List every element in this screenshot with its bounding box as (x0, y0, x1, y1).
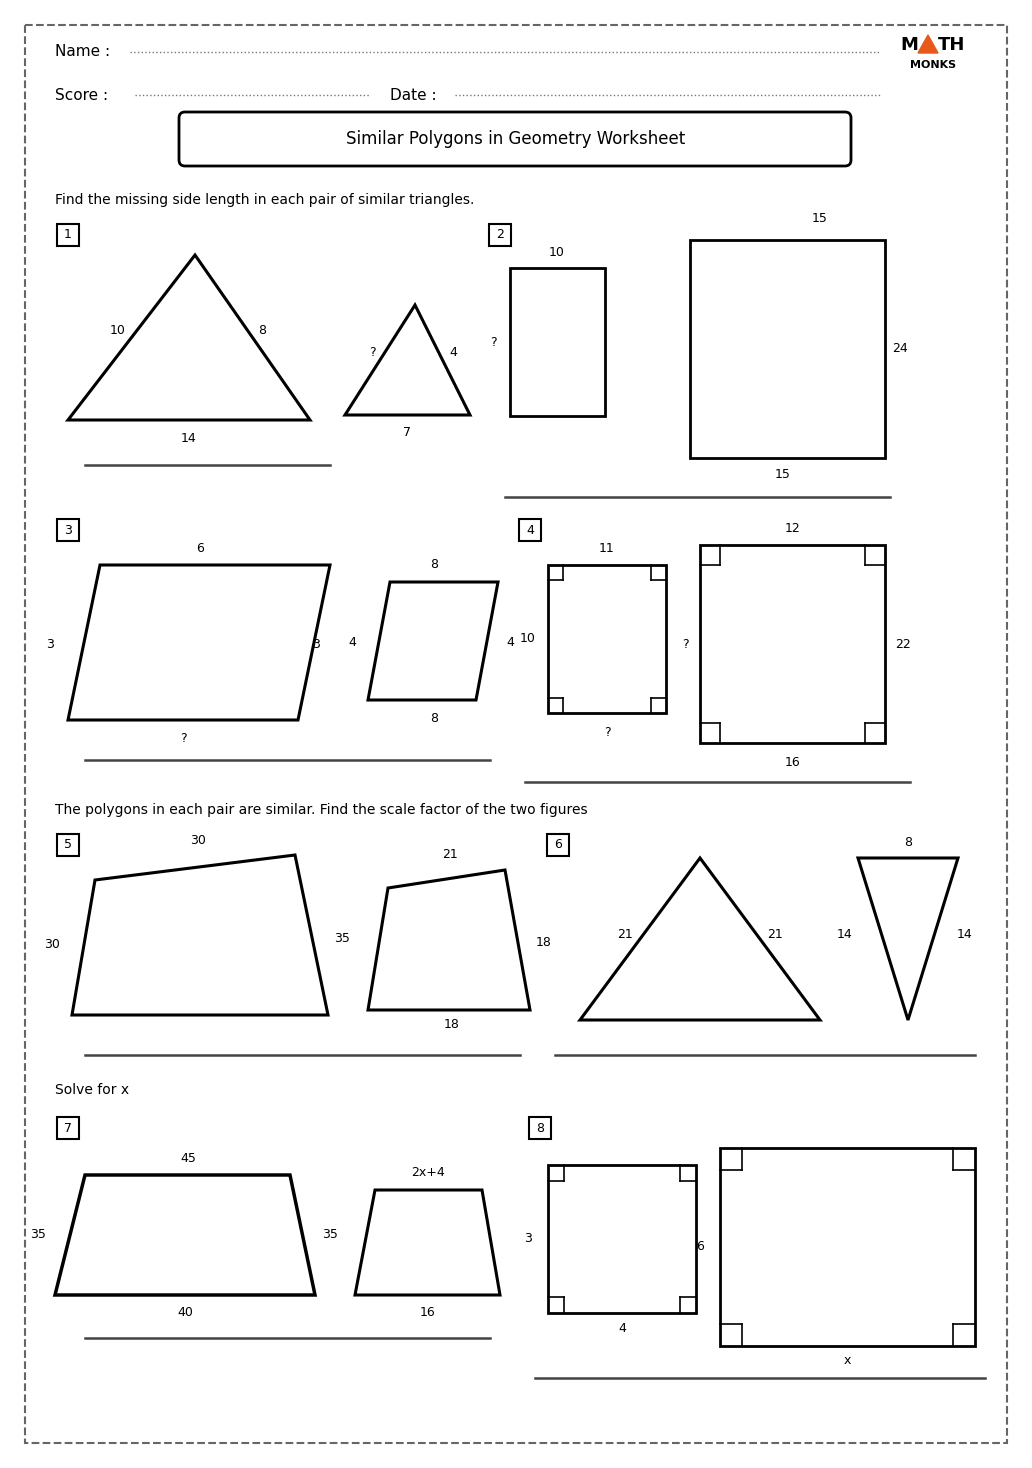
Text: 3: 3 (312, 639, 320, 652)
Text: 22: 22 (895, 637, 911, 650)
Text: x: x (843, 1353, 850, 1367)
Text: 10: 10 (549, 245, 565, 258)
Text: Date :: Date : (390, 88, 437, 103)
Text: 4: 4 (449, 345, 457, 358)
Text: 4: 4 (348, 636, 356, 649)
Bar (57, 225, 79, 247)
Text: 21: 21 (767, 928, 783, 941)
Bar (57, 1117, 79, 1139)
Bar (519, 520, 541, 542)
Bar (700, 545, 885, 743)
Text: 30: 30 (190, 834, 206, 847)
Text: 10: 10 (520, 633, 536, 646)
Text: 15: 15 (812, 211, 828, 225)
Text: 30: 30 (44, 938, 60, 951)
Text: ?: ? (490, 336, 496, 348)
Text: 16: 16 (420, 1307, 436, 1320)
Bar (548, 565, 666, 713)
Bar (57, 834, 79, 856)
Text: 15: 15 (775, 467, 791, 480)
Text: 10: 10 (110, 323, 126, 336)
Text: 7: 7 (64, 1122, 72, 1135)
Text: 35: 35 (334, 932, 350, 944)
Text: 1: 1 (64, 229, 72, 242)
Text: ?: ? (604, 725, 610, 738)
Text: 8: 8 (536, 1122, 544, 1135)
Text: M: M (900, 37, 917, 54)
Text: 14: 14 (182, 432, 197, 445)
Text: 8: 8 (430, 558, 438, 571)
Bar (529, 1117, 551, 1139)
Bar (547, 834, 569, 856)
Text: 4: 4 (506, 636, 514, 649)
Text: 14: 14 (957, 928, 973, 941)
Text: 7: 7 (404, 426, 411, 439)
Text: ?: ? (368, 345, 376, 358)
Text: 5: 5 (64, 838, 72, 851)
Text: ?: ? (682, 637, 688, 650)
Text: 14: 14 (837, 928, 852, 941)
Text: 3: 3 (64, 524, 72, 536)
Text: 24: 24 (892, 342, 908, 355)
Text: 35: 35 (322, 1229, 337, 1242)
Text: 8: 8 (430, 712, 438, 725)
Bar (548, 1166, 696, 1312)
Bar (510, 269, 605, 415)
Text: 3: 3 (524, 1233, 531, 1245)
Text: MONKS: MONKS (910, 60, 956, 70)
Text: 11: 11 (600, 542, 615, 555)
Text: 8: 8 (904, 835, 912, 849)
Text: Score :: Score : (55, 88, 108, 103)
Text: Solve for x: Solve for x (55, 1083, 129, 1097)
Polygon shape (918, 35, 938, 53)
Text: 2: 2 (496, 229, 504, 242)
Text: Name :: Name : (55, 44, 110, 60)
Bar (720, 1148, 975, 1346)
Text: 21: 21 (442, 849, 458, 862)
Text: 18: 18 (536, 935, 552, 948)
Text: 12: 12 (785, 521, 801, 534)
Text: The polygons in each pair are similar. Find the scale factor of the two figures: The polygons in each pair are similar. F… (55, 803, 587, 818)
Bar (690, 239, 885, 458)
Text: 2x+4: 2x+4 (411, 1167, 445, 1179)
Text: 4: 4 (526, 524, 534, 536)
Text: 18: 18 (444, 1019, 460, 1032)
Text: 4: 4 (618, 1321, 626, 1334)
Text: Similar Polygons in Geometry Worksheet: Similar Polygons in Geometry Worksheet (347, 131, 685, 148)
Bar (57, 520, 79, 542)
Bar (489, 225, 511, 247)
Text: Find the missing side length in each pair of similar triangles.: Find the missing side length in each pai… (55, 192, 475, 207)
Text: 8: 8 (258, 323, 266, 336)
Text: 40: 40 (178, 1307, 193, 1320)
Text: TH: TH (938, 37, 965, 54)
Text: 6: 6 (196, 542, 204, 555)
Text: 6: 6 (554, 838, 562, 851)
Text: 6: 6 (696, 1240, 704, 1254)
Text: 16: 16 (785, 756, 801, 769)
Text: 45: 45 (180, 1151, 196, 1164)
Text: 3: 3 (46, 639, 54, 652)
Text: 21: 21 (617, 928, 633, 941)
Text: ?: ? (180, 731, 187, 744)
Text: 35: 35 (30, 1229, 46, 1242)
